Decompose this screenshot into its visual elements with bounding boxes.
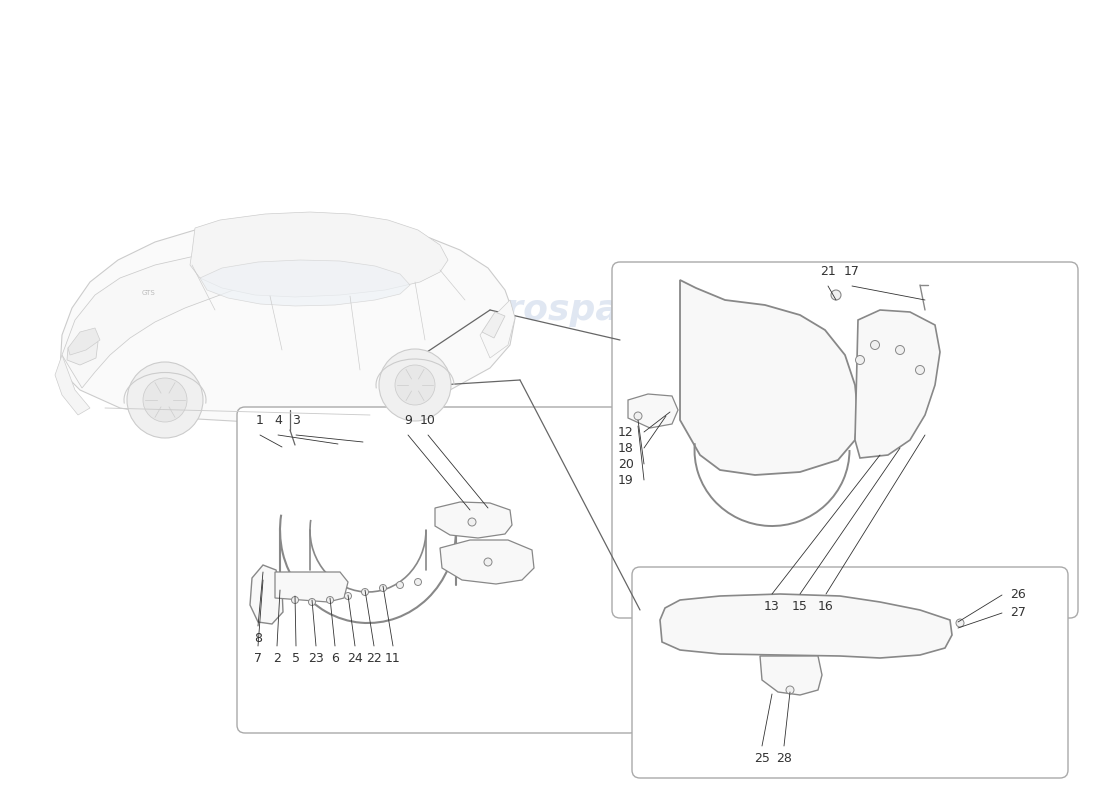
Circle shape [143, 378, 187, 422]
Text: GTS: GTS [141, 290, 155, 296]
Text: 11: 11 [385, 652, 400, 665]
Circle shape [379, 585, 386, 591]
Text: 15: 15 [792, 600, 807, 613]
Circle shape [308, 598, 316, 606]
Circle shape [379, 349, 451, 421]
Polygon shape [60, 222, 515, 422]
Circle shape [327, 597, 333, 603]
Text: 25: 25 [755, 752, 770, 765]
Circle shape [415, 578, 421, 586]
Circle shape [634, 412, 642, 420]
Circle shape [344, 593, 352, 599]
Circle shape [395, 365, 434, 405]
FancyBboxPatch shape [612, 262, 1078, 618]
Text: eurospares: eurospares [113, 295, 307, 325]
Polygon shape [680, 280, 858, 475]
Polygon shape [660, 594, 952, 658]
Text: eurospares: eurospares [741, 528, 899, 552]
Text: 17: 17 [844, 265, 860, 278]
Polygon shape [434, 502, 512, 538]
Text: 5: 5 [292, 652, 300, 665]
Text: 3: 3 [293, 414, 300, 427]
Circle shape [915, 366, 924, 374]
Polygon shape [275, 572, 348, 602]
Polygon shape [480, 300, 515, 358]
Polygon shape [760, 656, 822, 695]
Polygon shape [250, 565, 283, 624]
Polygon shape [855, 310, 940, 458]
Circle shape [870, 341, 880, 350]
FancyBboxPatch shape [236, 407, 638, 733]
Text: 8: 8 [254, 632, 262, 645]
Polygon shape [190, 212, 448, 297]
Circle shape [396, 582, 404, 589]
Text: 10: 10 [420, 414, 436, 427]
FancyBboxPatch shape [632, 567, 1068, 778]
Circle shape [484, 558, 492, 566]
Text: 26: 26 [1010, 589, 1025, 602]
Text: 23: 23 [308, 652, 323, 665]
Text: 16: 16 [818, 600, 834, 613]
Polygon shape [200, 260, 410, 306]
Text: 2: 2 [273, 652, 280, 665]
Polygon shape [440, 540, 534, 584]
Text: 19: 19 [618, 474, 634, 486]
Circle shape [362, 589, 369, 595]
Polygon shape [55, 355, 90, 415]
Text: 20: 20 [618, 458, 634, 470]
Text: 6: 6 [331, 652, 339, 665]
Text: 7: 7 [254, 652, 262, 665]
Text: 4: 4 [274, 414, 282, 427]
Circle shape [956, 619, 964, 627]
Circle shape [292, 597, 298, 603]
Polygon shape [482, 312, 505, 338]
Polygon shape [628, 394, 678, 428]
Text: 18: 18 [618, 442, 634, 454]
Circle shape [830, 290, 842, 300]
Text: 21: 21 [821, 265, 836, 278]
Text: 13: 13 [764, 600, 780, 613]
Text: 22: 22 [366, 652, 382, 665]
Text: 24: 24 [348, 652, 363, 665]
Circle shape [126, 362, 204, 438]
Circle shape [786, 686, 794, 694]
Text: 27: 27 [1010, 606, 1026, 619]
Circle shape [856, 355, 865, 365]
Text: 12: 12 [618, 426, 634, 438]
Text: eurospares: eurospares [455, 293, 684, 327]
Polygon shape [62, 252, 270, 388]
Polygon shape [68, 328, 100, 355]
Polygon shape [67, 338, 98, 365]
Circle shape [468, 518, 476, 526]
Text: 9: 9 [404, 414, 411, 427]
Circle shape [895, 346, 904, 354]
Text: 28: 28 [777, 752, 792, 765]
Text: 1: 1 [256, 414, 264, 427]
